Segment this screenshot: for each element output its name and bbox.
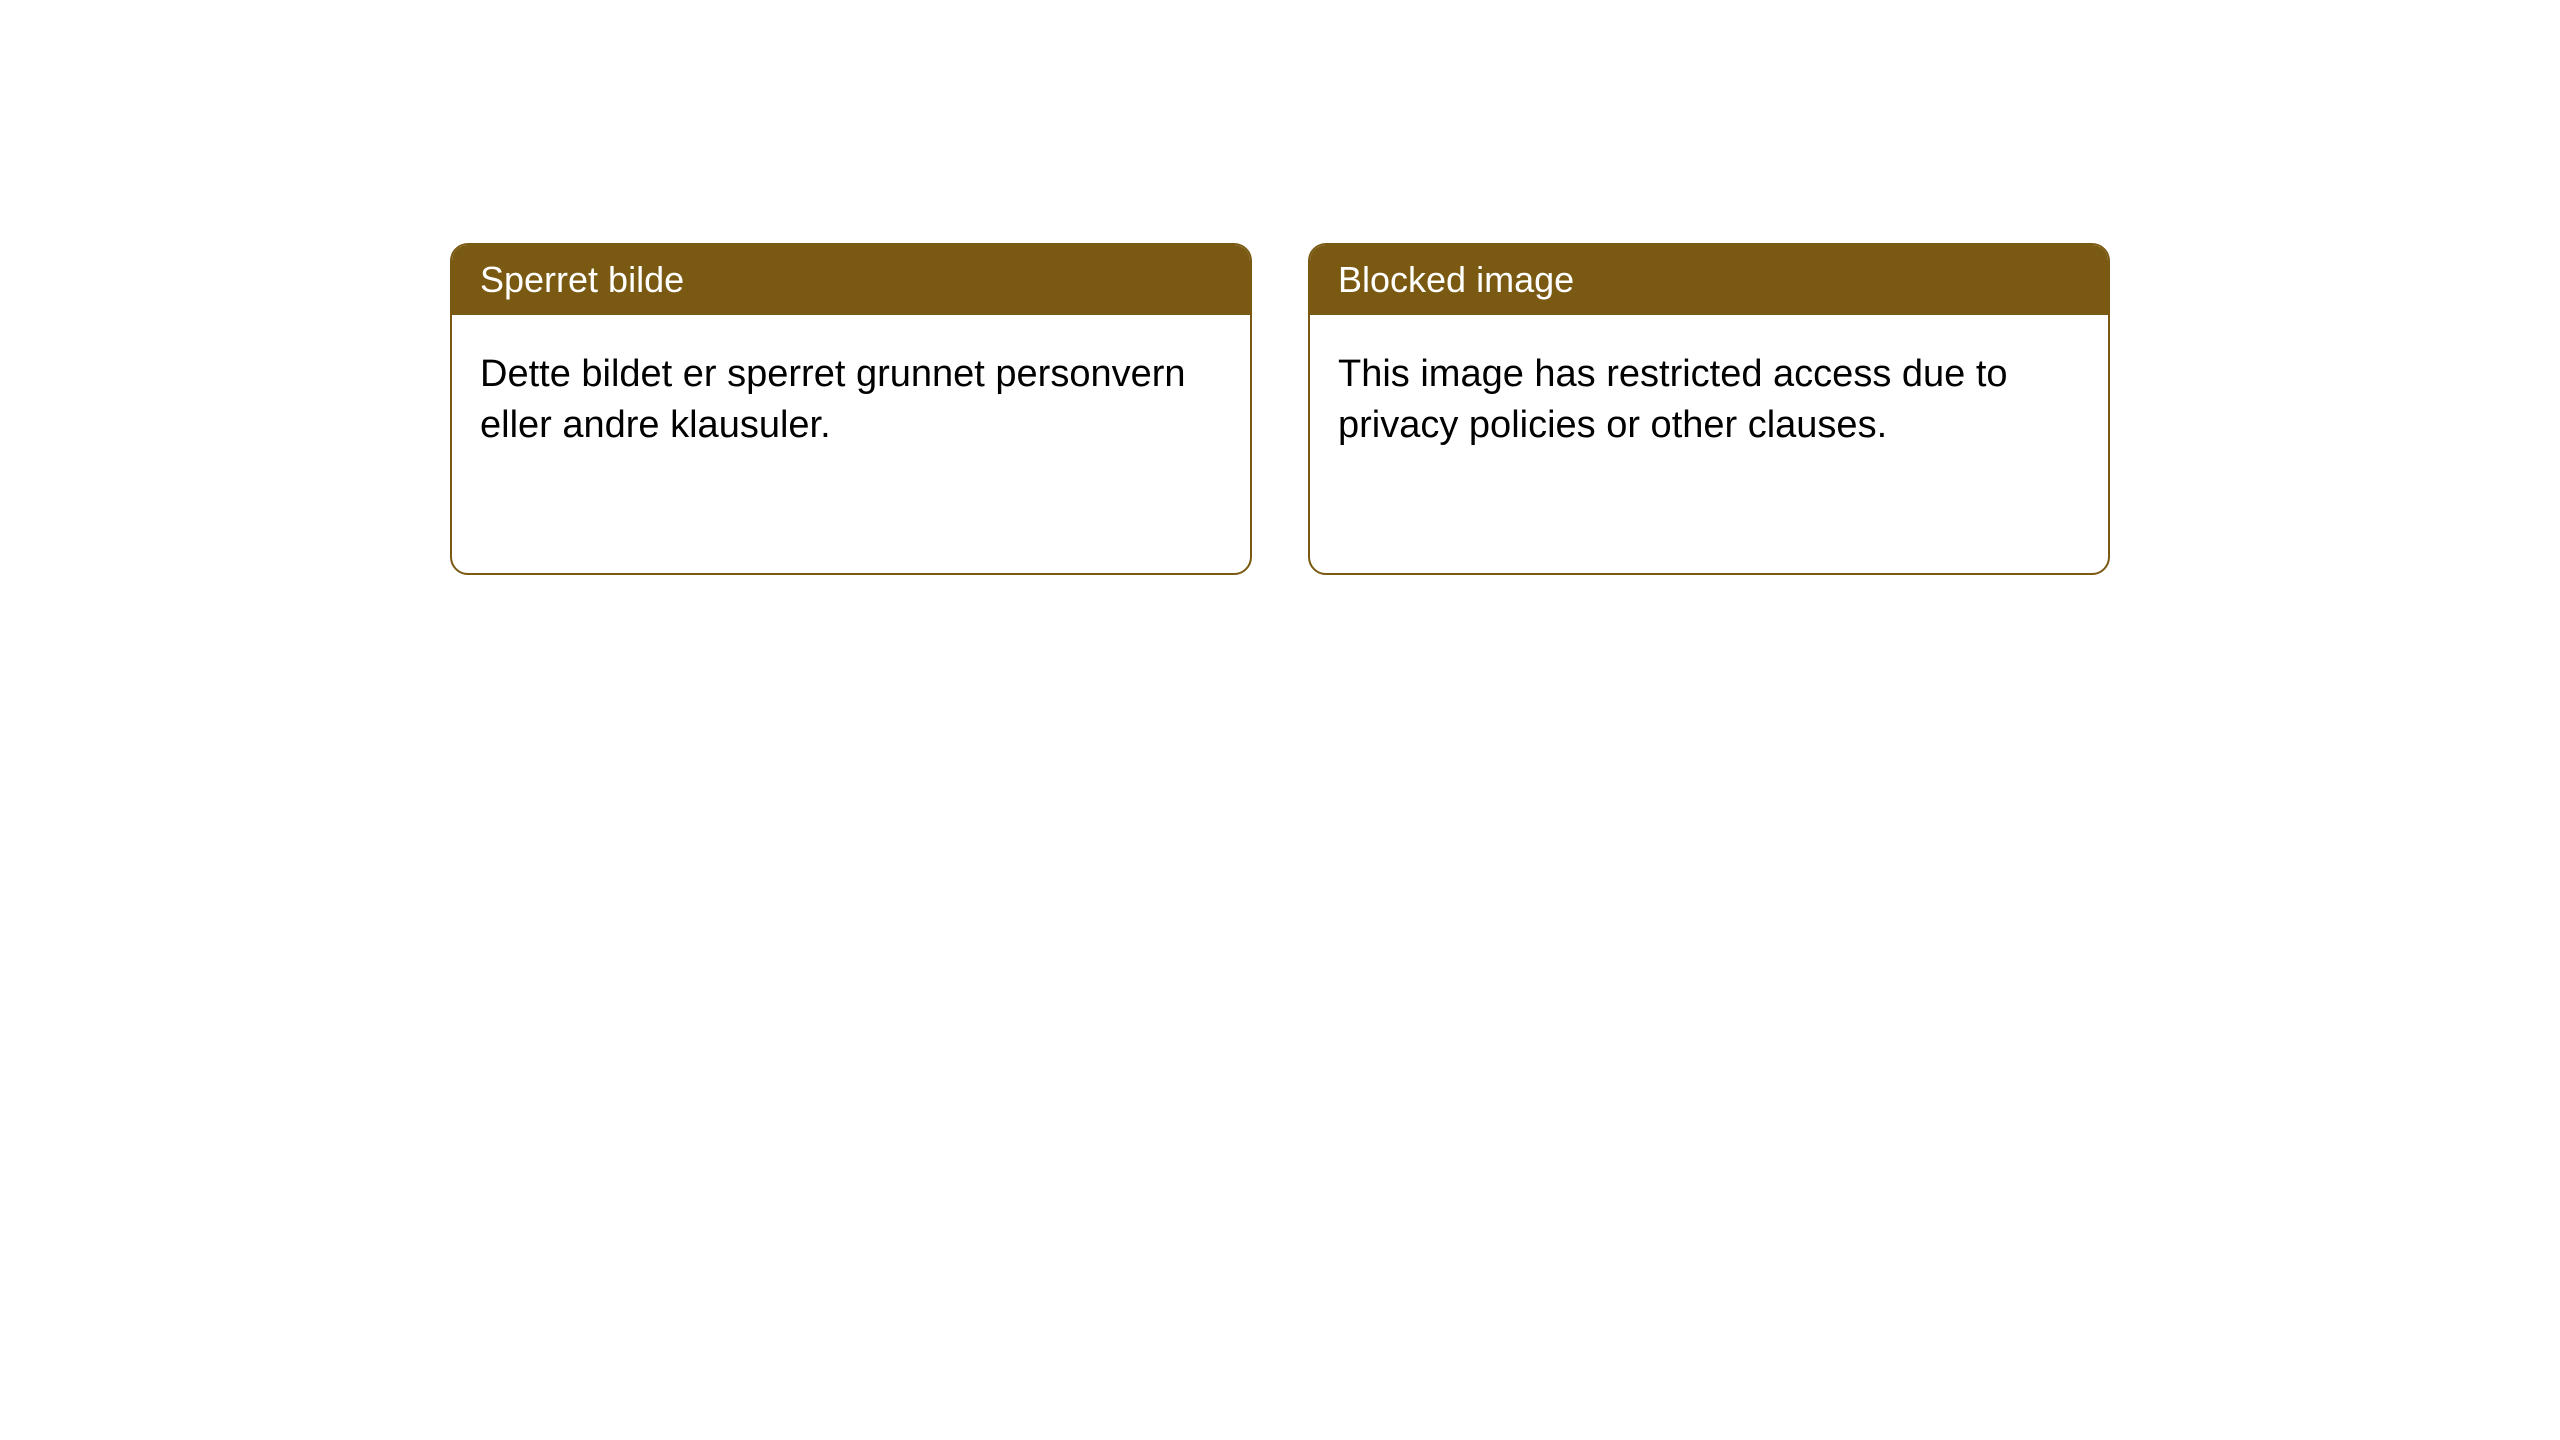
panel-header-norwegian: Sperret bilde [452, 245, 1250, 315]
panel-title-norwegian: Sperret bilde [480, 259, 684, 300]
panel-header-english: Blocked image [1310, 245, 2108, 315]
panel-title-english: Blocked image [1338, 259, 1574, 300]
panel-message-english: This image has restricted access due to … [1338, 353, 2008, 446]
notice-panel-norwegian: Sperret bilde Dette bildet er sperret gr… [450, 243, 1252, 575]
notice-panel-english: Blocked image This image has restricted … [1308, 243, 2110, 575]
panel-body-english: This image has restricted access due to … [1310, 315, 2108, 486]
notice-container: Sperret bilde Dette bildet er sperret gr… [450, 243, 2110, 575]
panel-body-norwegian: Dette bildet er sperret grunnet personve… [452, 315, 1250, 486]
panel-message-norwegian: Dette bildet er sperret grunnet personve… [480, 353, 1186, 446]
